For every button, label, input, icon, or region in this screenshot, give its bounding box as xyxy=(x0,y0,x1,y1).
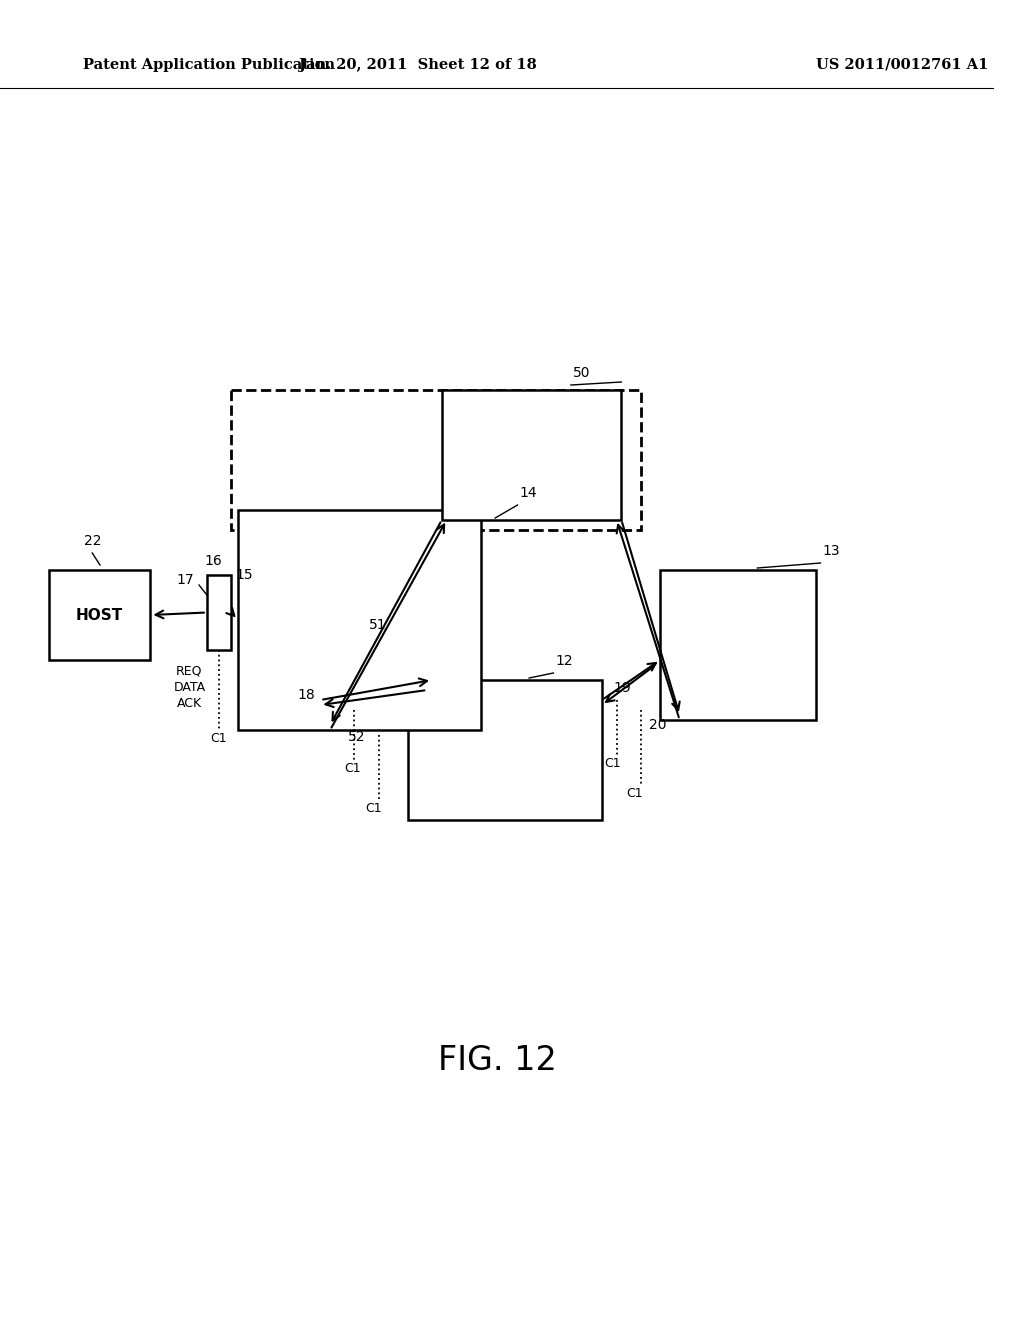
Bar xyxy=(207,576,231,649)
Text: C1: C1 xyxy=(345,762,361,775)
Bar xyxy=(408,680,602,820)
Bar xyxy=(48,570,151,660)
Text: 13: 13 xyxy=(822,544,840,558)
Text: C1: C1 xyxy=(627,787,643,800)
Bar xyxy=(441,389,622,520)
Bar xyxy=(231,389,641,531)
Text: 20: 20 xyxy=(648,718,666,733)
Text: C1: C1 xyxy=(366,803,382,814)
Text: 18: 18 xyxy=(298,688,315,702)
Text: C1: C1 xyxy=(604,756,621,770)
Text: 51: 51 xyxy=(369,618,387,632)
Bar xyxy=(238,510,480,730)
Text: 15: 15 xyxy=(234,568,253,582)
Text: 12: 12 xyxy=(555,653,573,668)
Text: FIG. 12: FIG. 12 xyxy=(437,1044,557,1077)
Text: US 2011/0012761 A1: US 2011/0012761 A1 xyxy=(815,58,988,73)
Text: 19: 19 xyxy=(613,681,632,696)
Text: 52: 52 xyxy=(347,730,366,744)
Text: Patent Application Publication: Patent Application Publication xyxy=(83,58,335,73)
Text: REQ
DATA
ACK: REQ DATA ACK xyxy=(173,665,206,710)
Text: 17: 17 xyxy=(176,573,195,587)
Text: 16: 16 xyxy=(205,554,222,568)
Text: 14: 14 xyxy=(519,486,537,500)
Text: Jan. 20, 2011  Sheet 12 of 18: Jan. 20, 2011 Sheet 12 of 18 xyxy=(299,58,537,73)
Text: HOST: HOST xyxy=(76,607,123,623)
Bar xyxy=(660,570,815,719)
Text: C1: C1 xyxy=(211,733,227,744)
Text: 22: 22 xyxy=(84,535,102,548)
Text: 50: 50 xyxy=(572,366,591,380)
